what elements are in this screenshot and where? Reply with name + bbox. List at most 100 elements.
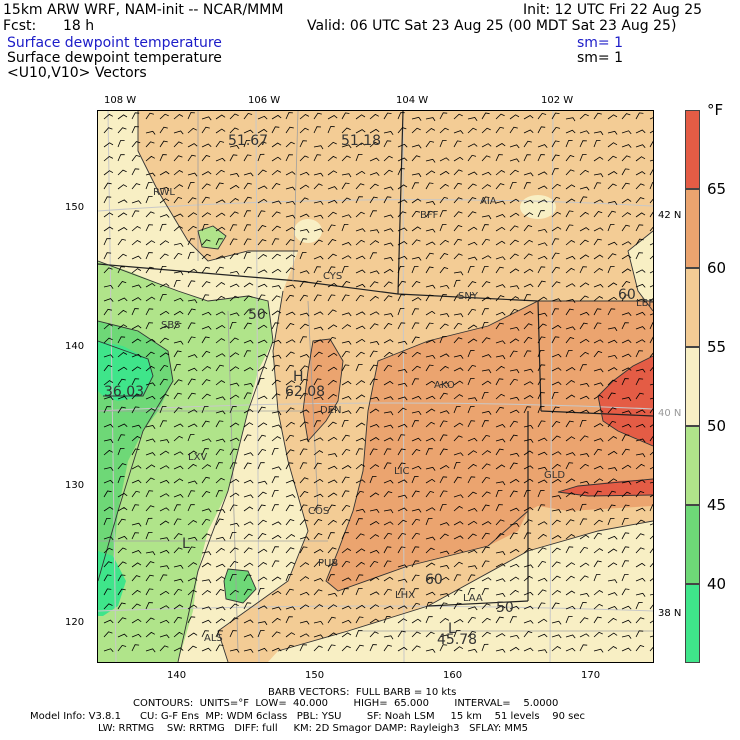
wind-barb (537, 154, 545, 162)
field1-title: Surface dewpoint temperature (7, 35, 222, 51)
wind-barb (257, 448, 267, 456)
wind-barb (551, 392, 559, 400)
wind-barb (551, 381, 562, 386)
wind-barb (327, 616, 336, 624)
wind-barb (243, 409, 254, 414)
wind-barb (103, 518, 111, 526)
wind-barb (509, 490, 518, 498)
wind-barb (425, 210, 434, 218)
wind-barb (579, 130, 590, 135)
wind-barb (551, 140, 560, 148)
wind-barb (495, 438, 506, 443)
wind-barb (439, 465, 450, 470)
wind-barb (509, 646, 520, 652)
wind-barb (117, 492, 128, 498)
wind-barb (481, 380, 492, 386)
region-60-65 (326, 301, 653, 591)
wind-barb (397, 351, 407, 358)
wind-barb (439, 602, 448, 610)
wind-barb (383, 546, 392, 554)
wind-barb (285, 479, 296, 484)
wind-barb (145, 308, 154, 316)
wind-barb (397, 308, 405, 316)
wind-barb (229, 127, 239, 134)
wind-barb (397, 519, 407, 526)
wind-barb (621, 367, 632, 372)
wind-barb (425, 518, 433, 526)
wind-barb (425, 536, 436, 541)
wind-barb (439, 392, 448, 400)
wind-barb (243, 112, 253, 120)
wind-barb (509, 326, 520, 331)
wind-barb (509, 548, 520, 554)
wind-barb (215, 282, 226, 288)
wind-barb (341, 434, 350, 442)
annotation: 45.78 (437, 632, 477, 648)
wind-barb (327, 492, 338, 498)
wind-barb (383, 112, 392, 120)
wind-barb (383, 437, 394, 442)
wind-barb (103, 631, 113, 638)
wind-barb (215, 644, 224, 652)
wind-barb (215, 420, 224, 428)
wind-barb (439, 420, 448, 428)
wind-barb (551, 590, 562, 596)
wind-barb (103, 574, 112, 582)
wind-barb (467, 463, 477, 470)
wind-barb (635, 409, 646, 414)
wind-barb (537, 185, 548, 190)
wind-barb (649, 467, 653, 470)
wind-barb (467, 378, 475, 386)
wind-barb (341, 144, 352, 149)
wind-barb (537, 437, 548, 442)
wind-barb (439, 313, 450, 318)
wind-barb (523, 140, 532, 148)
wind-barb (131, 183, 141, 190)
wind-barb (187, 480, 198, 485)
wind-barb (579, 239, 589, 246)
wind-barb (355, 548, 366, 554)
wind-barb (467, 549, 478, 554)
wind-barb (229, 394, 240, 400)
wind-barb (271, 424, 282, 429)
wind-barb (439, 127, 449, 134)
wind-barb (383, 380, 394, 386)
wind-barb (565, 210, 574, 218)
contour-annotations: 51.67 51.18 50 60 36.03 62.08 60 50 45.7… (104, 133, 636, 648)
wind-barb (327, 115, 338, 120)
wind-barb (299, 252, 307, 260)
station-cys: CYS (323, 271, 342, 282)
wind-barb (453, 589, 463, 596)
colorbar-swatch-45-50 (685, 426, 700, 505)
colorbar-label: 45 (707, 496, 727, 514)
wind-barb (201, 393, 211, 400)
wind-barb (383, 323, 393, 330)
wind-barb (271, 295, 281, 302)
wind-barb (271, 534, 282, 540)
wind-barb (551, 211, 561, 218)
wind-barb (313, 549, 324, 554)
wind-barb (215, 563, 226, 568)
wind-barb (131, 562, 142, 568)
wind-barb (523, 268, 534, 274)
wind-barb (411, 420, 419, 428)
wind-barb (103, 308, 112, 316)
wind-barb (215, 536, 226, 541)
wind-barb (383, 616, 391, 624)
colorbar-swatch-40-45 (685, 505, 700, 584)
wind-barb (355, 196, 364, 204)
wind-barb (327, 266, 336, 274)
wind-barb (439, 618, 450, 624)
wind-barb (481, 588, 489, 596)
wind-barb (649, 255, 653, 260)
wind-barb (215, 438, 226, 443)
wind-barb (579, 322, 588, 330)
wind-barb (607, 379, 617, 386)
wind-barb (495, 183, 505, 190)
wind-barb (327, 547, 337, 554)
wind-barb (313, 561, 323, 568)
wind-barb (313, 172, 324, 177)
wind-barb (607, 535, 618, 540)
wind-barb (453, 549, 464, 554)
wind-barb (453, 211, 463, 218)
